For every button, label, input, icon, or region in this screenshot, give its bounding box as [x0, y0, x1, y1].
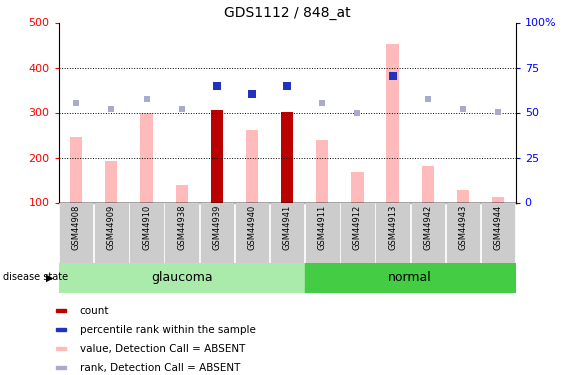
Text: GSM44939: GSM44939 [212, 204, 222, 250]
Text: GSM44943: GSM44943 [458, 204, 468, 250]
FancyBboxPatch shape [270, 202, 304, 262]
Bar [305, 262, 516, 292]
Text: percentile rank within the sample: percentile rank within the sample [80, 325, 255, 334]
Text: GSM44911: GSM44911 [318, 204, 327, 249]
FancyBboxPatch shape [200, 202, 234, 262]
FancyBboxPatch shape [94, 202, 128, 262]
Bar [456, 190, 469, 202]
Bar [56, 346, 66, 350]
Text: GSM44941: GSM44941 [282, 204, 292, 249]
Text: GSM44908: GSM44908 [71, 204, 81, 250]
FancyBboxPatch shape [235, 202, 269, 262]
Bar [70, 137, 82, 202]
FancyBboxPatch shape [59, 202, 93, 262]
Text: GSM44938: GSM44938 [177, 204, 186, 250]
Text: ▶: ▶ [46, 273, 54, 282]
Bar [59, 262, 305, 292]
FancyBboxPatch shape [376, 202, 410, 262]
Text: GSM44944: GSM44944 [493, 204, 503, 249]
Bar [316, 140, 328, 202]
FancyBboxPatch shape [446, 202, 480, 262]
Text: GSM44940: GSM44940 [247, 204, 257, 249]
Bar [386, 44, 398, 203]
Text: rank, Detection Call = ABSENT: rank, Detection Call = ABSENT [80, 363, 240, 374]
Text: glaucoma: glaucoma [151, 271, 213, 284]
Text: GSM44909: GSM44909 [107, 204, 116, 249]
FancyBboxPatch shape [481, 202, 515, 262]
FancyBboxPatch shape [165, 202, 199, 262]
Text: GSM44942: GSM44942 [423, 204, 432, 249]
Bar [56, 328, 66, 331]
FancyBboxPatch shape [411, 202, 445, 262]
Text: value, Detection Call = ABSENT: value, Detection Call = ABSENT [80, 344, 245, 354]
Text: count: count [80, 306, 109, 316]
FancyBboxPatch shape [305, 202, 339, 262]
Bar [211, 110, 223, 202]
FancyBboxPatch shape [130, 202, 163, 262]
Text: GSM44912: GSM44912 [353, 204, 362, 249]
Bar [140, 113, 152, 202]
Bar [56, 366, 66, 369]
Bar [246, 130, 258, 203]
Text: disease state: disease state [3, 273, 68, 282]
Bar [56, 309, 66, 312]
Bar [351, 172, 363, 202]
Bar [281, 112, 293, 202]
Bar [492, 197, 504, 202]
Text: GSM44913: GSM44913 [388, 204, 397, 250]
Title: GDS1112 / 848_at: GDS1112 / 848_at [224, 6, 350, 20]
FancyBboxPatch shape [340, 202, 374, 262]
Bar [421, 166, 434, 202]
Bar [105, 161, 117, 202]
Text: normal: normal [389, 271, 432, 284]
Bar [176, 184, 188, 202]
Text: GSM44910: GSM44910 [142, 204, 151, 249]
